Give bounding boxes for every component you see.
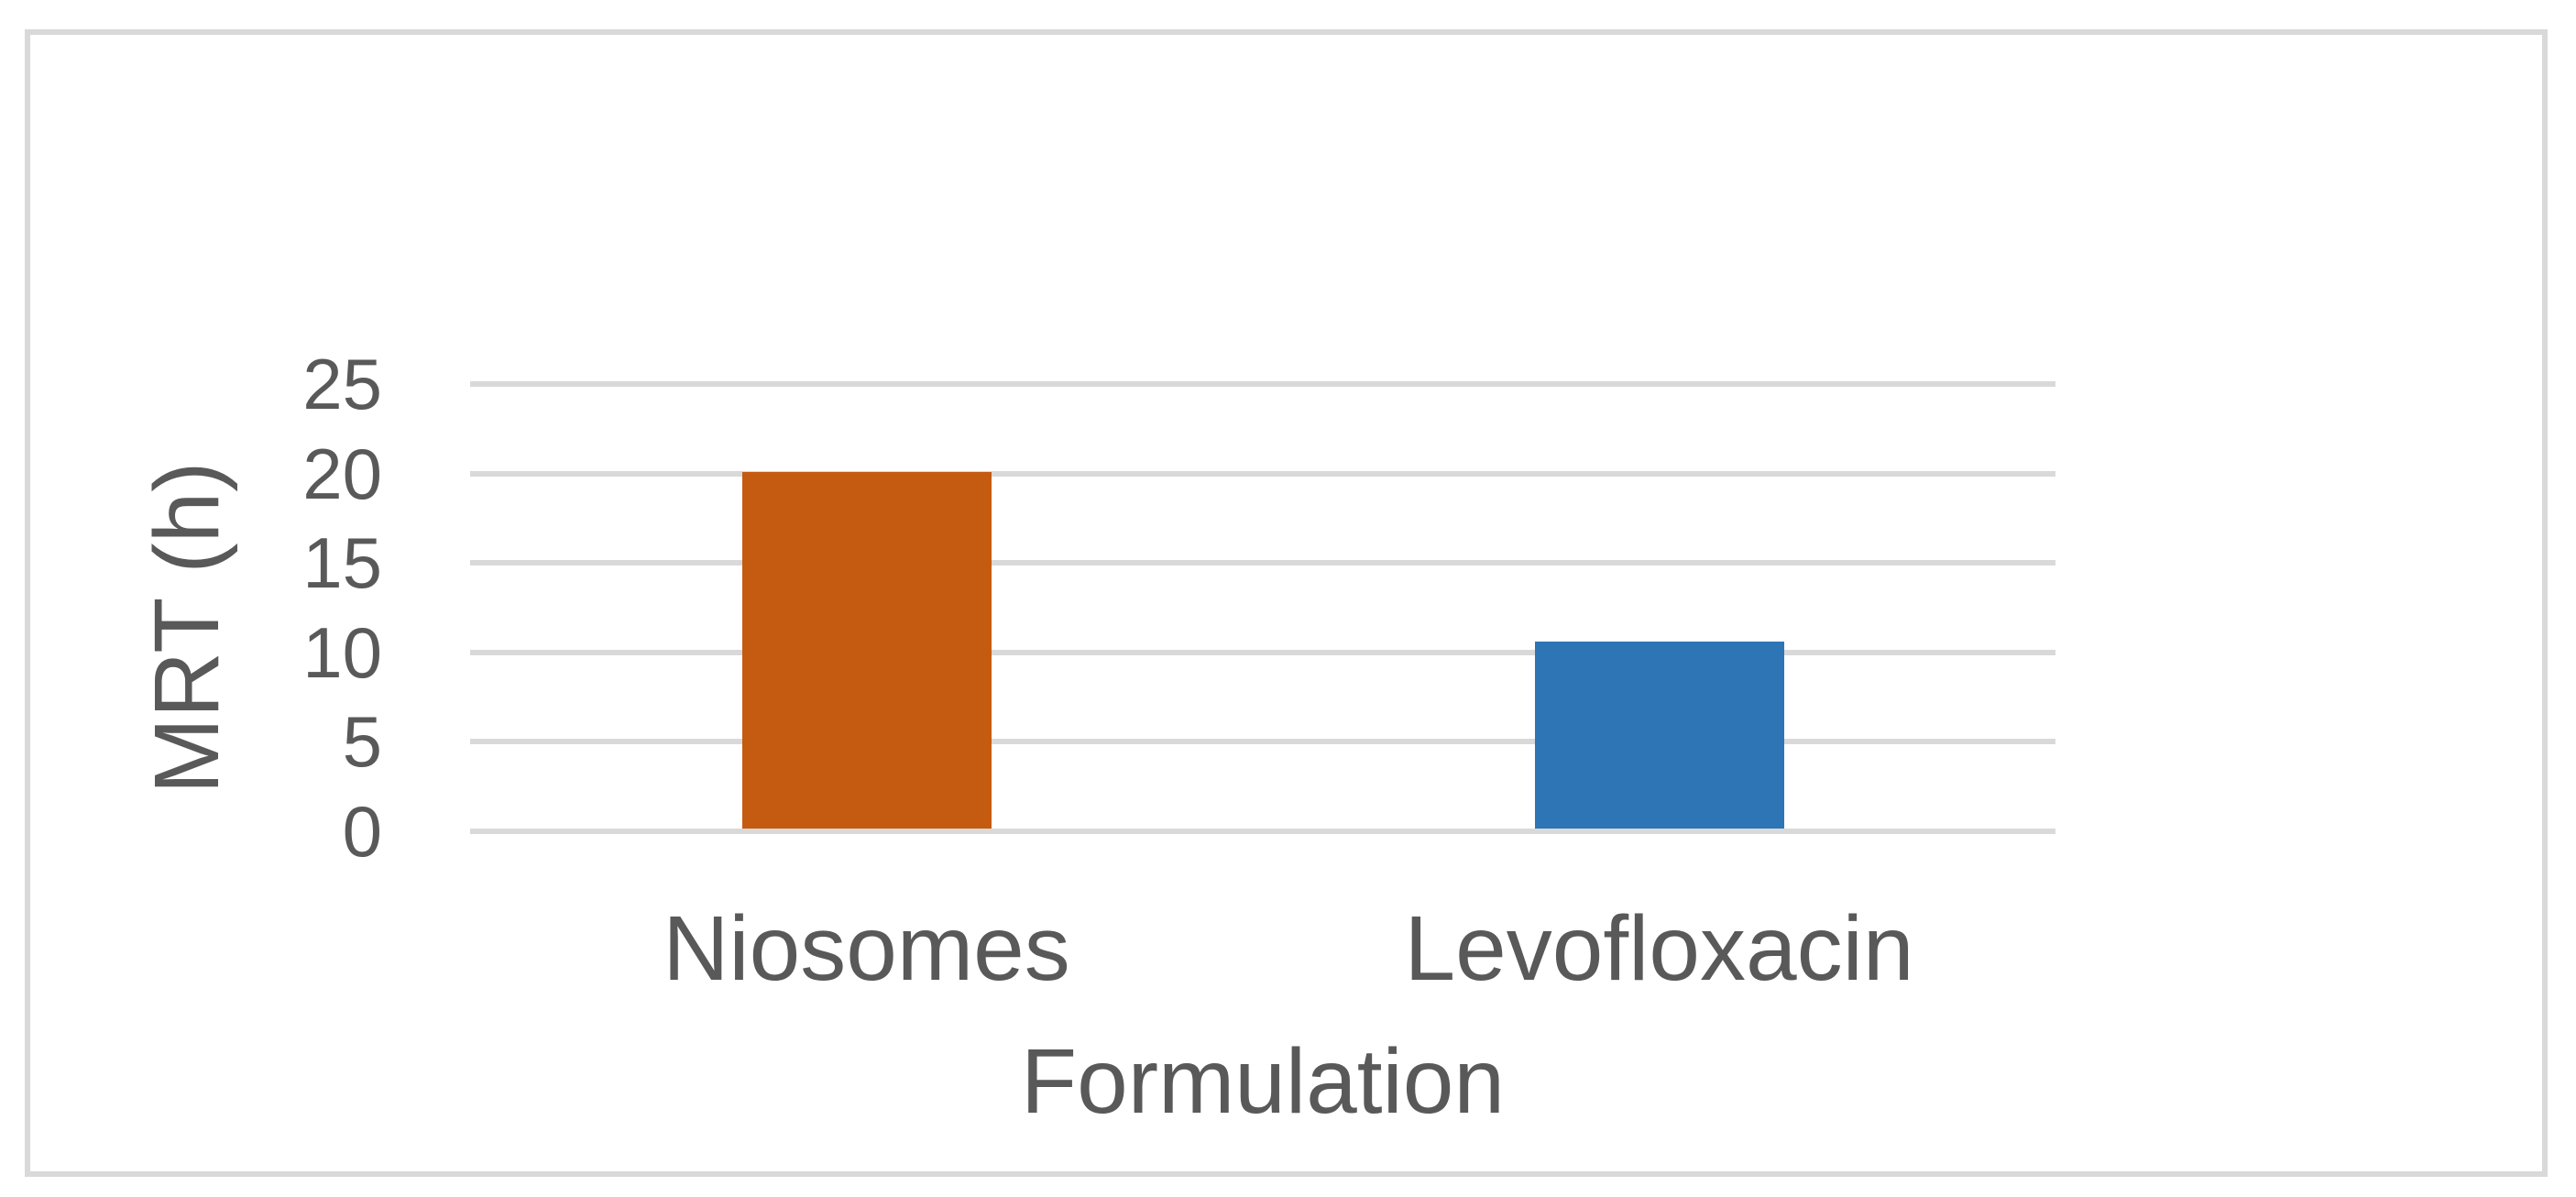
- chart-outer-border: [25, 29, 2548, 1177]
- y-tick-label-20: 20: [302, 433, 382, 514]
- category-label-niosomes: Niosomes: [663, 897, 1070, 1000]
- y-axis-title: MRT (h): [136, 461, 238, 795]
- gridline-y-10: [470, 649, 2055, 655]
- plot-area: [470, 348, 2055, 862]
- y-tick-label-25: 25: [302, 344, 382, 424]
- x-axis-title: Formulation: [1021, 1030, 1505, 1133]
- gridline-y-25: [470, 381, 2055, 387]
- y-tick-label-15: 15: [302, 522, 382, 604]
- bar-niosomes: [741, 471, 992, 829]
- category-label-levofloxacin: Levofloxacin: [1404, 897, 1914, 1000]
- gridline-y-0: [470, 829, 2055, 834]
- y-tick-label-10: 10: [302, 611, 382, 693]
- y-tick-label-0: 0: [342, 791, 382, 872]
- gridline-y-20: [470, 470, 2055, 477]
- bar-levofloxacin: [1534, 642, 1784, 829]
- gridline-y-5: [470, 739, 2055, 745]
- y-tick-label-5: 5: [342, 701, 382, 783]
- gridline-y-15: [470, 560, 2055, 566]
